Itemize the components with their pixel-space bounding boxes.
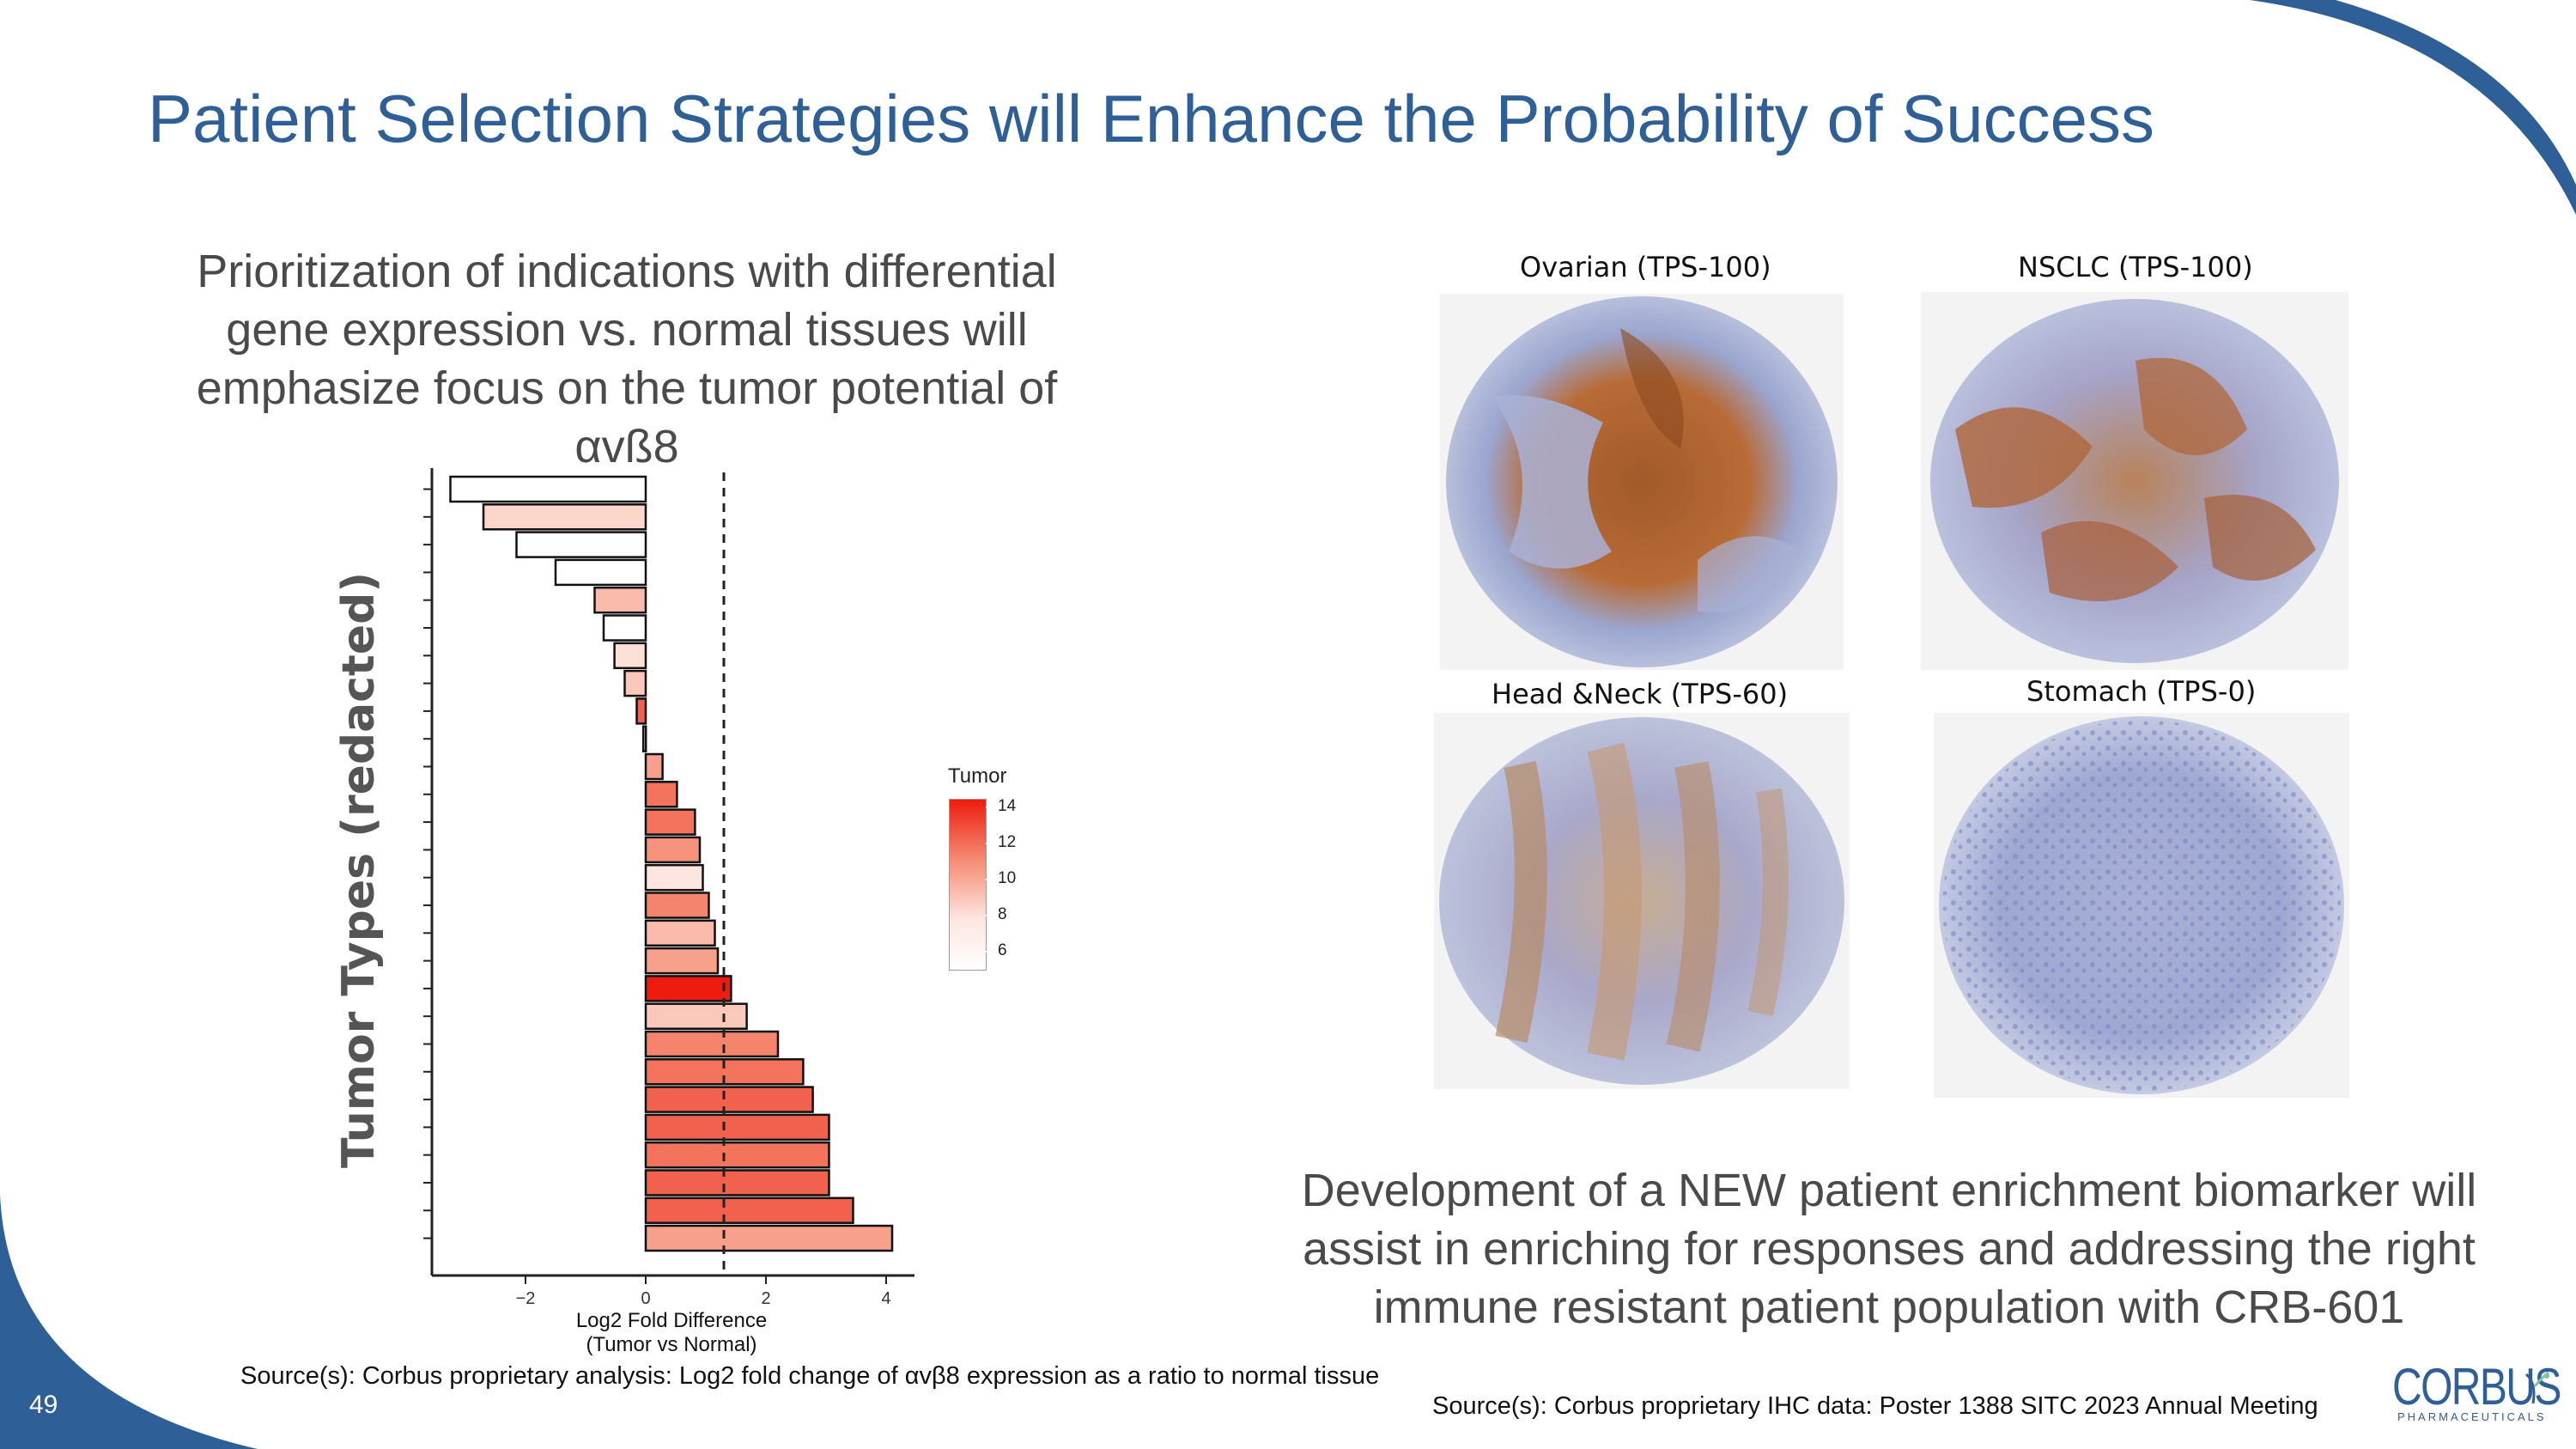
x-axis-label-line2: (Tumor vs Normal) <box>586 1333 756 1356</box>
bar-3 <box>515 531 647 558</box>
bar-23 <box>644 1086 814 1113</box>
bar-25 <box>644 1141 830 1169</box>
x-tick-label-0: −2 <box>516 1289 536 1308</box>
bar-11 <box>644 752 664 781</box>
bar-20 <box>644 1002 748 1030</box>
left-heading: Prioritization of indications with diffe… <box>196 246 1058 472</box>
bar-12 <box>644 781 678 808</box>
slide-title: Patient Selection Strategies will Enhanc… <box>148 81 2154 156</box>
x-tick-label-1: 0 <box>641 1289 650 1308</box>
x-tick-label-3: 4 <box>881 1289 890 1308</box>
bar-2 <box>482 503 647 531</box>
bar-6 <box>602 614 647 642</box>
logo-subtitle: PHARMACEUTICALS <box>2397 1410 2547 1423</box>
bar-15 <box>644 863 704 892</box>
legend-tick-14: 14 <box>985 797 1017 815</box>
bar-16 <box>644 892 710 919</box>
bar-4 <box>554 558 647 587</box>
bar-18 <box>644 947 720 975</box>
source-left: Source(s): Corbus proprietary analysis: … <box>240 1362 1380 1390</box>
legend-tick-6: 6 <box>986 941 1007 959</box>
bar-28 <box>644 1224 894 1252</box>
bar-21 <box>644 1030 780 1058</box>
source-right: Source(s): Corbus proprietary IHC data: … <box>1432 1392 2318 1420</box>
x-tick-label-2: 2 <box>761 1289 770 1308</box>
page-number: 49 <box>29 1391 58 1419</box>
legend-tick-12: 12 <box>985 833 1017 851</box>
bar-8 <box>623 669 647 697</box>
bar-24 <box>644 1113 830 1142</box>
bar-13 <box>644 808 696 836</box>
legend-gradient <box>949 799 987 971</box>
bar-19 <box>644 975 732 1002</box>
ihc-label-stomach: Stomach (TPS-0) <box>2026 675 2257 708</box>
biomarker-statement: Development of a NEW patient enrichment … <box>1301 1165 2477 1333</box>
bar-7 <box>613 642 647 670</box>
legend-title: Tumor <box>948 764 1007 788</box>
bar-14 <box>644 836 702 864</box>
logo-mark-icon <box>2524 1371 2549 1404</box>
ihc-label-head-neck: Head &Neck (TPS-60) <box>1492 678 1789 710</box>
ihc-image-ovarian <box>1440 294 1844 670</box>
bar-27 <box>644 1196 854 1225</box>
x-axis-label-line1: Log2 Fold Difference <box>576 1309 767 1332</box>
bar-1 <box>449 475 647 503</box>
legend-tick-8: 8 <box>986 905 1007 923</box>
color-legend: Tumor 14 12 10 8 6 <box>945 764 1056 996</box>
ihc-image-nsclc <box>1921 292 2348 670</box>
bar-10 <box>641 725 647 752</box>
bar-5 <box>593 586 647 614</box>
legend-tick-10: 10 <box>985 869 1017 887</box>
bar-9 <box>635 697 647 725</box>
ihc-label-nsclc: NSCLC (TPS-100) <box>2018 251 2253 283</box>
ihc-label-ovarian: Ovarian (TPS-100) <box>1520 251 1771 283</box>
ihc-image-head-neck <box>1434 713 1850 1089</box>
fold-change-chart: −2 0 2 4 Log2 Fold Difference (Tumor vs Nor… <box>326 468 1039 1370</box>
bar-26 <box>644 1169 830 1196</box>
bar-17 <box>644 919 716 947</box>
ihc-image-stomach <box>1934 713 2349 1098</box>
corbus-logo: CORBUS PHARMACEUTICALS <box>2389 1357 2561 1430</box>
